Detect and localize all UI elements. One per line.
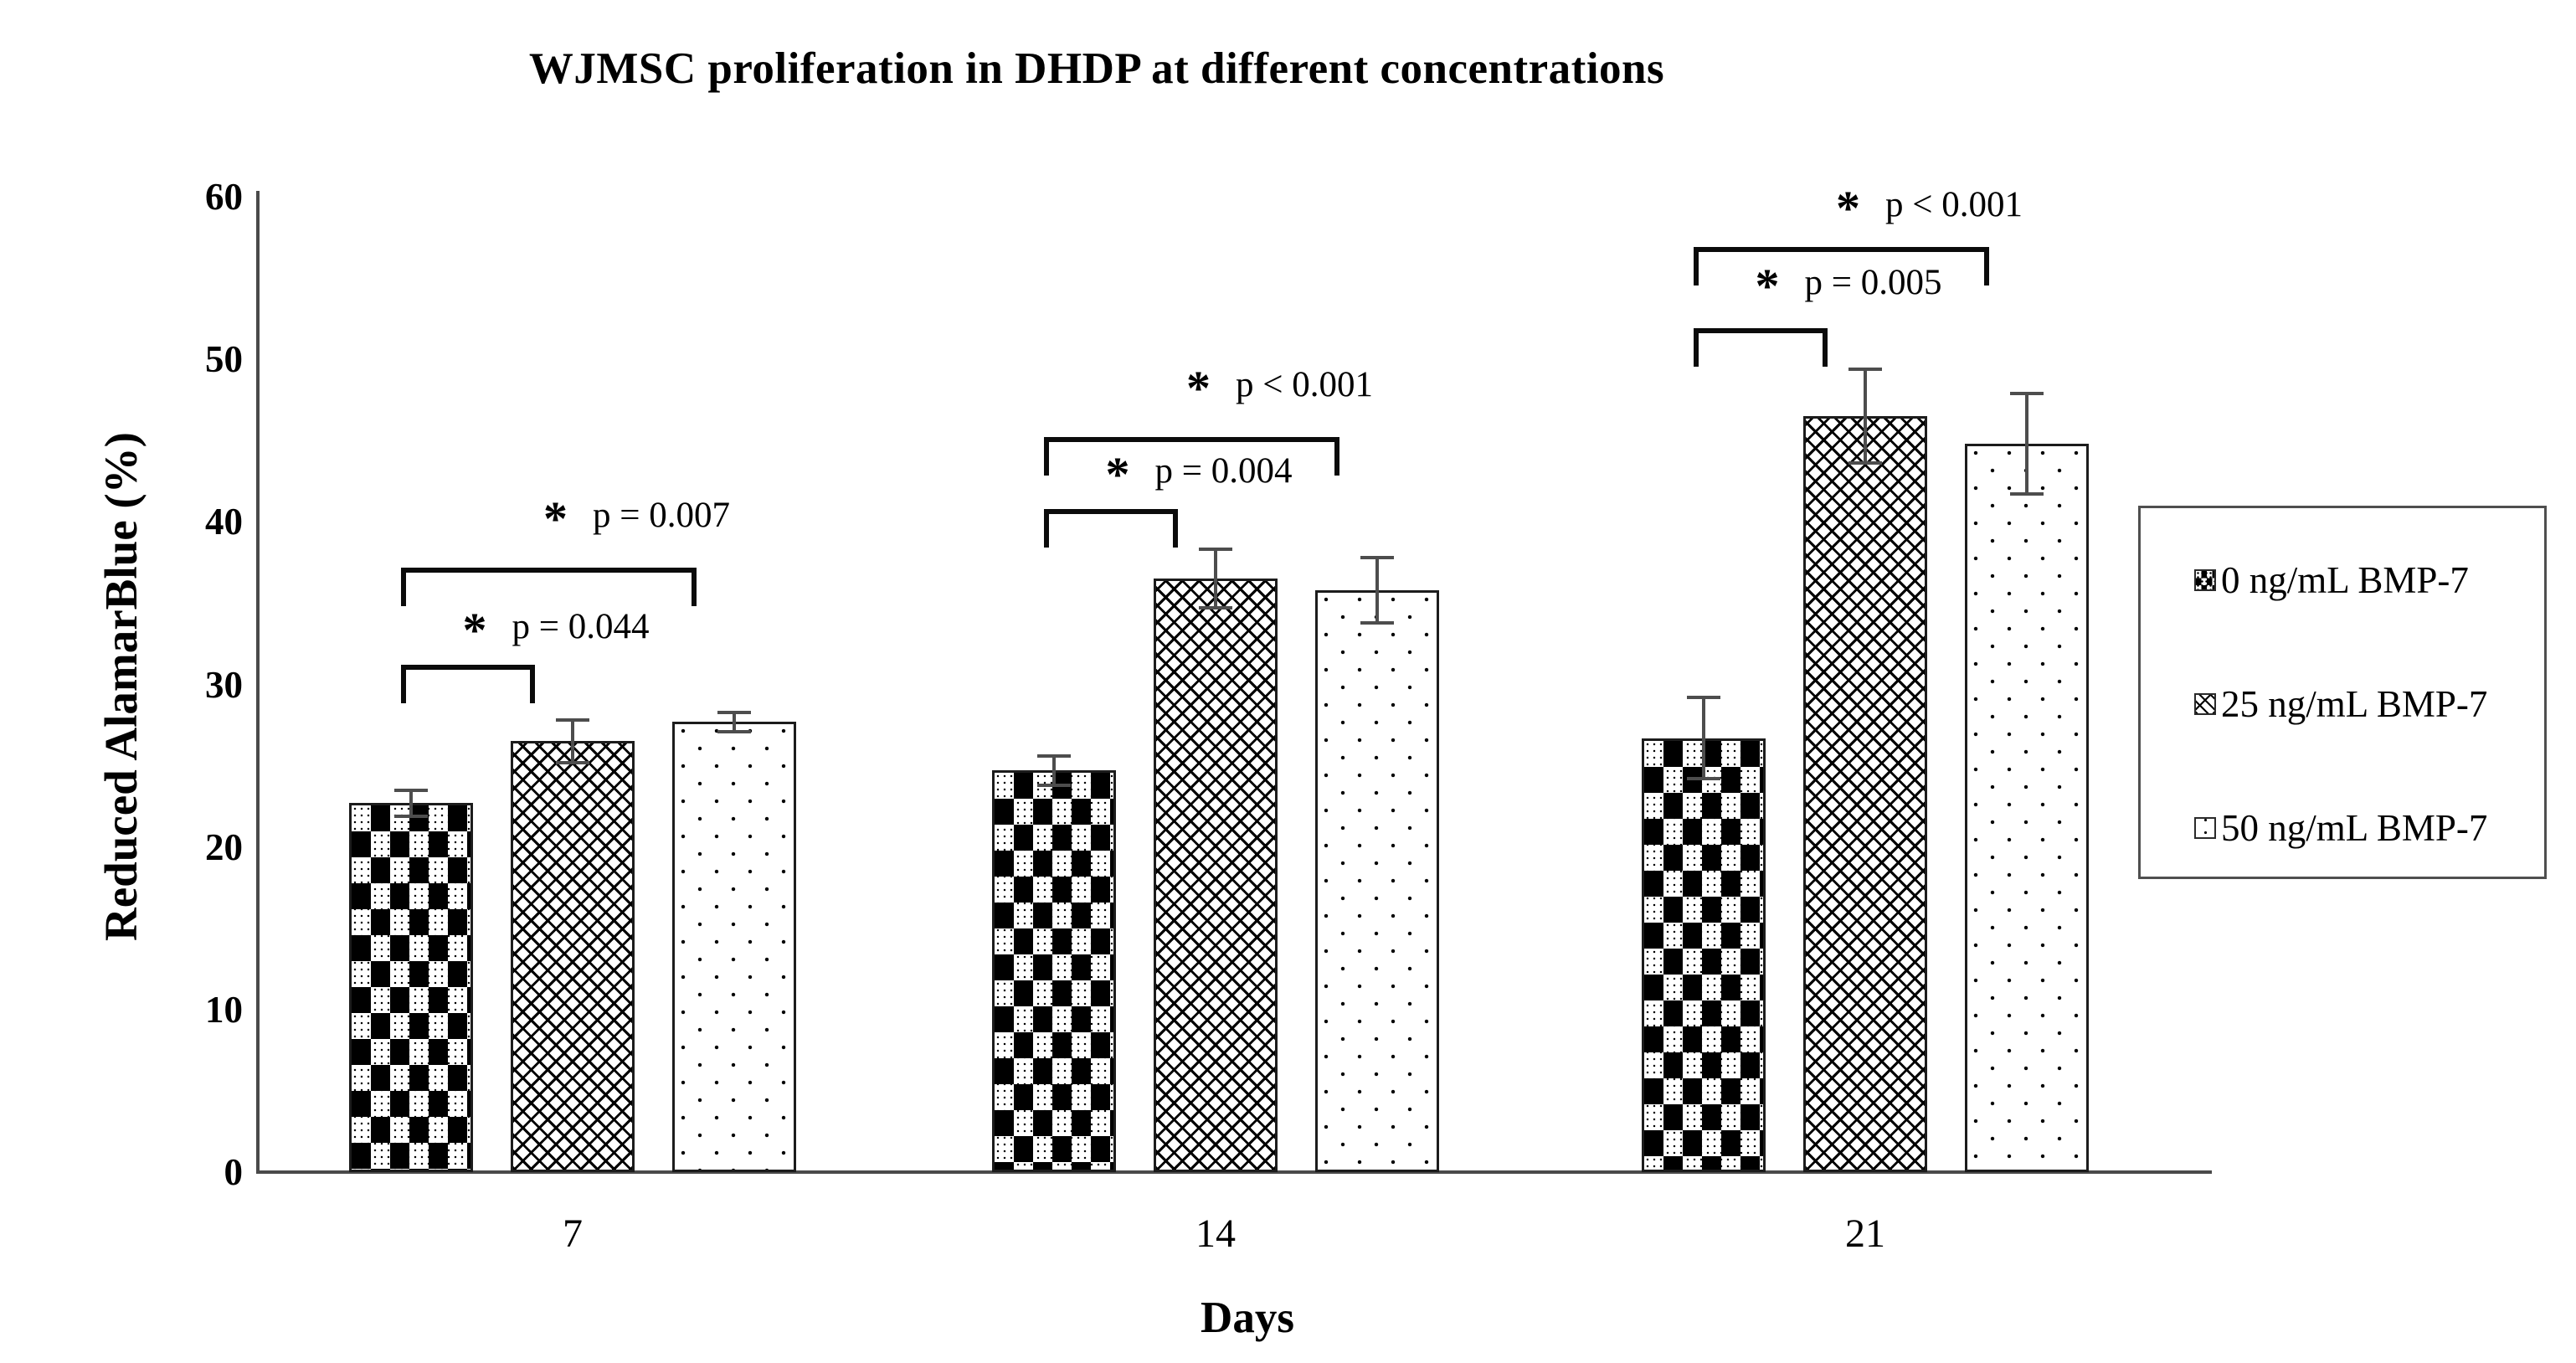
error-bar [1702, 696, 1705, 781]
error-bar-cap-bottom [717, 729, 751, 733]
error-bar-cap-top [1199, 548, 1232, 552]
error-bar-cap-top [556, 718, 589, 723]
error-bar [733, 710, 736, 733]
error-bar [1052, 754, 1056, 787]
p-value-text: p = 0.005 [1804, 262, 1942, 302]
p-value-text: p = 0.044 [512, 607, 650, 647]
error-bar-cap-bottom [394, 814, 428, 818]
error-bar-cap-bottom [1199, 606, 1232, 610]
x-axis-title: Days [1201, 1294, 1294, 1342]
x-category-label: 21 [1845, 1211, 1885, 1256]
y-tick-label: 0 [224, 1151, 244, 1193]
bar-checker-day21 [1642, 738, 1766, 1172]
legend-item: 0 ng/mL BMP-7 [2194, 558, 2469, 602]
bar-dots-day14 [1315, 589, 1439, 1172]
significance-star: * [462, 603, 487, 658]
error-bar-cap-top [394, 788, 428, 792]
error-bar-cap-top [1360, 556, 1394, 560]
error-bar-cap-top [1848, 367, 1882, 371]
bar-weave-day14 [1154, 579, 1278, 1172]
significance-label: * p < 0.001 [1835, 180, 2023, 235]
legend-item: 50 ng/mL BMP-7 [2194, 806, 2487, 850]
legend-label: 0 ng/mL BMP-7 [2221, 559, 2469, 601]
significance-bracket [1044, 437, 1339, 476]
error-bar-cap-top [717, 710, 751, 714]
error-bar [2025, 392, 2028, 496]
p-value-text: p < 0.001 [1884, 184, 2023, 224]
significance-bracket [1694, 328, 1828, 368]
x-category-label: 14 [1195, 1211, 1236, 1256]
legend: 0 ng/mL BMP-7 25 ng/mL BMP-7 50 ng/mL BMP-… [2138, 506, 2547, 879]
error-bar-cap-top [2010, 392, 2044, 395]
chart-title: WJMSC proliferation in DHDP at different… [528, 44, 1665, 93]
significance-label: * p < 0.001 [1185, 361, 1374, 416]
p-value-text: p = 0.004 [1154, 451, 1293, 491]
error-bar-cap-bottom [1687, 777, 1720, 781]
p-value-text: p = 0.007 [592, 495, 731, 535]
significance-label: * p = 0.044 [462, 603, 650, 658]
significance-star: * [1105, 447, 1130, 502]
x-category-label: 7 [563, 1211, 583, 1256]
bar-weave-day7 [511, 741, 635, 1172]
error-bar [1214, 548, 1217, 610]
error-bar-cap-top [1037, 754, 1071, 758]
significance-label: * p = 0.004 [1105, 447, 1293, 502]
significance-bracket [401, 665, 535, 704]
significance-label: * p = 0.007 [542, 491, 731, 546]
legend-label: 25 ng/mL BMP-7 [2221, 683, 2488, 725]
legend-swatch-weave [2194, 693, 2216, 715]
error-bar-cap-bottom [1360, 620, 1394, 625]
error-bar-cap-bottom [556, 760, 589, 764]
error-bar [1864, 367, 1867, 465]
y-tick-label: 60 [205, 176, 243, 218]
bar-weave-day21 [1803, 416, 1927, 1172]
error-bar-cap-bottom [2010, 492, 2044, 496]
significance-star: * [1835, 180, 1860, 235]
y-tick-label: 50 [205, 338, 243, 381]
significance-label: * p = 0.005 [1755, 258, 1942, 313]
x-axis-line [256, 1170, 2212, 1174]
significance-star: * [1755, 258, 1780, 313]
error-bar [571, 718, 574, 764]
bar-checker-day7 [349, 803, 473, 1172]
significance-bracket [401, 567, 697, 606]
significance-star: * [542, 491, 568, 546]
error-bar-cap-top [1687, 696, 1720, 700]
legend-item: 25 ng/mL BMP-7 [2194, 682, 2487, 726]
legend-swatch-dots [2194, 817, 2216, 839]
significance-bracket [1044, 508, 1178, 548]
y-tick-label: 10 [205, 988, 243, 1031]
error-bar [1375, 556, 1379, 625]
legend-label: 50 ng/mL BMP-7 [2221, 807, 2488, 849]
error-bar [409, 788, 413, 818]
bar-dots-day7 [672, 722, 796, 1172]
bar-dots-day21 [1965, 444, 2089, 1172]
error-bar-cap-bottom [1848, 461, 1882, 465]
significance-bracket [1694, 247, 1989, 286]
legend-swatch-checker [2194, 569, 2216, 591]
y-tick-label: 20 [205, 826, 243, 868]
y-tick-label: 30 [205, 663, 243, 706]
significance-star: * [1185, 361, 1211, 416]
error-bar-cap-bottom [1037, 783, 1071, 787]
p-value-text: p < 0.001 [1235, 365, 1374, 405]
bar-checker-day14 [992, 770, 1116, 1172]
y-axis-line [256, 191, 260, 1174]
y-tick-label: 40 [205, 501, 243, 543]
